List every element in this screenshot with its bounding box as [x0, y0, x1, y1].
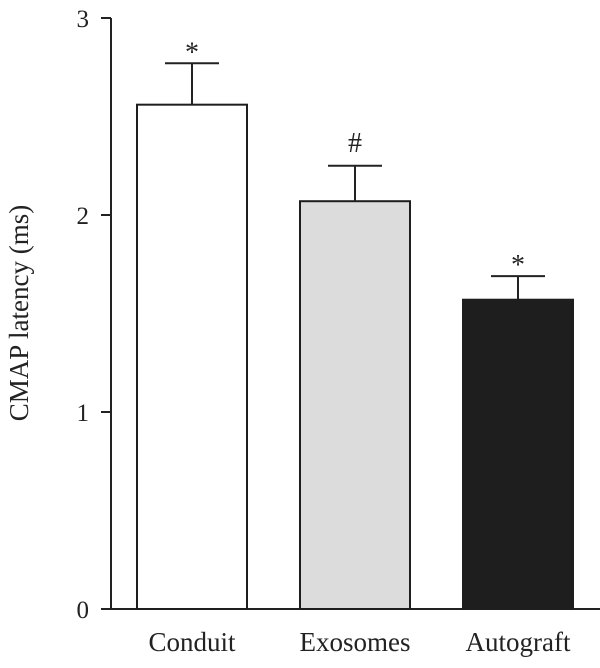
y-tick-label: 1 — [77, 400, 90, 427]
x-tick-label-autograft: Autograft — [466, 627, 571, 657]
y-tick-label: 0 — [77, 597, 90, 624]
y-tick-label: 3 — [77, 6, 90, 33]
significance-autograft: * — [511, 250, 525, 281]
bar-exosomes — [299, 200, 411, 611]
y-axis-title: CMAP latency (ms) — [4, 205, 34, 421]
y-tick-label: 2 — [77, 203, 90, 230]
bar-conduit — [136, 103, 248, 611]
x-tick-label-conduit: Conduit — [148, 627, 236, 657]
x-tick-label-exosomes: Exosomes — [300, 627, 411, 657]
significance-markers: * # * — [185, 37, 525, 281]
bars — [136, 103, 574, 611]
significance-exosomes: # — [348, 128, 362, 159]
category-labels: Conduit Exosomes Autograft — [148, 627, 570, 657]
error-bars — [165, 62, 545, 300]
significance-conduit: * — [185, 37, 199, 68]
bar-autograft — [462, 298, 574, 610]
